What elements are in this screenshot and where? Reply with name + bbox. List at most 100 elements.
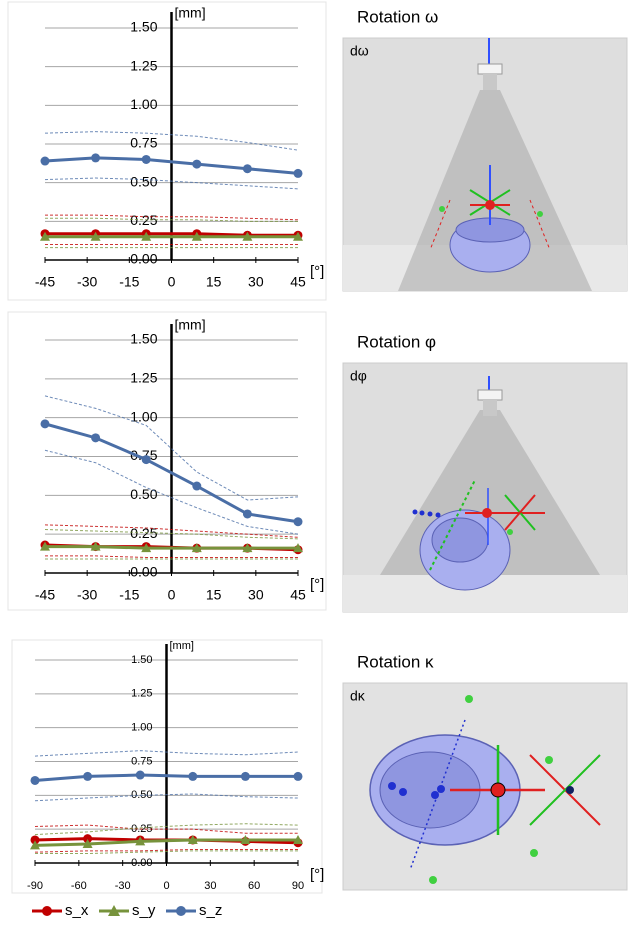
y-tick-label: 0.00: [130, 564, 157, 580]
x-tick-label: -30: [115, 880, 131, 892]
chart-title: Rotation φ: [357, 332, 436, 351]
marker: [30, 840, 40, 850]
x-tick-label: 60: [248, 880, 260, 892]
y-tick-label: 0.75: [131, 755, 152, 767]
x-tick-label: -60: [71, 880, 87, 892]
legend-marker: [108, 905, 120, 916]
y-tick-label: 1.50: [130, 19, 157, 35]
marker: [242, 164, 252, 174]
marker: [83, 771, 93, 781]
marker: [141, 543, 152, 553]
panel-label: dκ: [350, 688, 366, 704]
legend-label: s_y: [132, 902, 156, 919]
marker: [40, 541, 50, 551]
legend-marker: [42, 906, 52, 916]
band-lower: [34, 848, 298, 853]
series-line: [44, 422, 299, 524]
marker: [135, 836, 146, 846]
marker: [192, 159, 202, 169]
marker: [242, 231, 253, 241]
legend-label: s_x: [65, 902, 89, 919]
band-upper: [44, 529, 299, 540]
y-tick-label: 1.00: [130, 96, 157, 112]
marker: [187, 834, 198, 844]
x-tick-label: 15: [206, 587, 222, 603]
marker: [82, 839, 93, 849]
y-tick-label: 0.50: [130, 486, 157, 502]
panel-label: dφ: [350, 368, 367, 384]
band-upper: [34, 750, 299, 757]
y-tick-label: 0.50: [130, 173, 157, 189]
y-tick-label: 1.00: [130, 408, 157, 424]
y-tick-label: 1.25: [130, 370, 157, 386]
x-tick-label: -45: [35, 274, 55, 290]
marker: [83, 834, 93, 844]
marker: [91, 433, 101, 443]
x-axis-label: [°]: [310, 576, 324, 593]
x-tick-label: -15: [119, 587, 139, 603]
x-axis-label: [°]: [310, 866, 324, 883]
y-tick-label: 1.50: [130, 331, 157, 347]
marker: [30, 775, 40, 785]
legend-label: s_z: [199, 902, 222, 919]
marker: [141, 154, 151, 164]
render-omega: [342, 37, 628, 292]
series-line: [45, 232, 298, 237]
marker: [240, 834, 251, 844]
y-tick-label: 0.25: [130, 525, 157, 541]
x-tick-label: 30: [248, 587, 264, 603]
series-line: [34, 773, 298, 782]
band-upper: [44, 131, 299, 151]
y-tick-label: 0.75: [130, 447, 157, 463]
series-line: [45, 545, 298, 550]
x-tick-label: -90: [27, 880, 43, 892]
chart-frame: [7, 311, 327, 611]
marker: [293, 834, 303, 844]
marker: [242, 509, 252, 519]
marker: [191, 231, 202, 241]
chart-frame: [7, 1, 327, 301]
chart-title: Rotation ω: [357, 7, 438, 26]
chart-frame: [11, 639, 323, 894]
x-tick-label: -15: [119, 274, 139, 290]
marker: [141, 231, 152, 241]
y-tick-label: 1.00: [131, 722, 152, 734]
band-upper: [34, 824, 298, 834]
legend-marker: [176, 906, 186, 916]
band-upper: [45, 217, 298, 222]
band-lower: [45, 555, 298, 558]
band-lower: [35, 850, 298, 855]
y-tick-label: 1.25: [130, 57, 157, 73]
marker: [192, 481, 202, 491]
x-tick-label: 30: [204, 880, 216, 892]
x-tick-label: -30: [77, 587, 97, 603]
marker: [90, 541, 101, 551]
marker: [91, 153, 101, 163]
y-tick-label: 1.25: [131, 688, 152, 700]
x-tick-label: -45: [35, 587, 55, 603]
band-lower: [44, 449, 299, 535]
y-axis-label: [mm]: [175, 317, 206, 333]
band-upper: [45, 214, 299, 221]
chart-title: Rotation κ: [357, 652, 434, 671]
y-axis-label: [mm]: [170, 640, 194, 652]
marker: [242, 543, 253, 553]
marker: [30, 835, 40, 845]
y-tick-label: 0.25: [130, 212, 157, 228]
x-tick-label: 30: [248, 274, 264, 290]
y-tick-label: 0.00: [130, 251, 157, 267]
marker: [40, 419, 50, 429]
marker: [191, 543, 202, 553]
band-upper: [44, 395, 299, 501]
render-phi: [342, 362, 628, 613]
band-upper: [44, 524, 299, 538]
y-axis-label: [mm]: [175, 5, 206, 21]
marker: [293, 543, 303, 553]
marker: [40, 231, 50, 241]
x-tick-label: 0: [168, 274, 176, 290]
series-line: [34, 838, 298, 847]
y-tick-label: 0.75: [130, 135, 157, 151]
x-tick-label: 15: [206, 274, 222, 290]
marker: [293, 231, 303, 241]
